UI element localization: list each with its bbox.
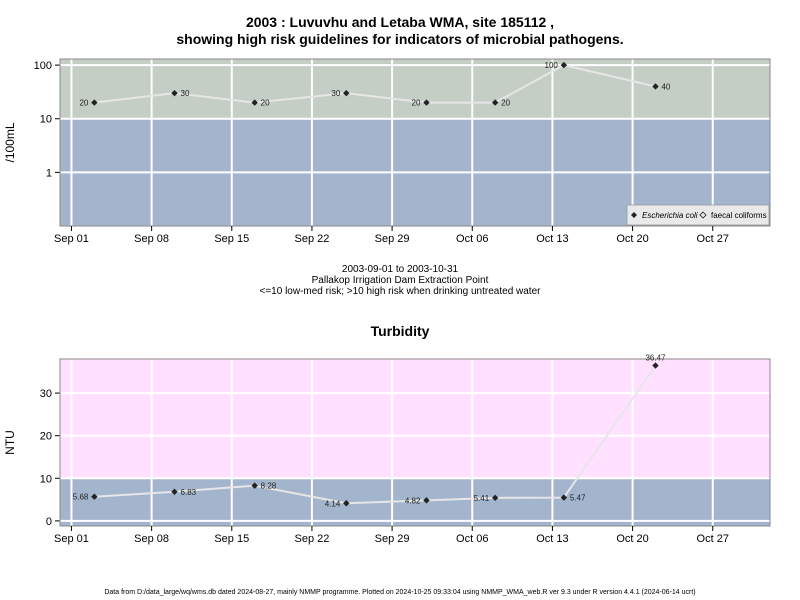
y-tick-label: 30 [40, 388, 52, 400]
legend-box [626, 204, 770, 226]
y-axis-title: /100mL [3, 122, 17, 162]
y-tick-label: 10 [40, 473, 52, 485]
data-label: 6.83 [181, 488, 197, 497]
data-point [91, 99, 98, 106]
data-label: 20 [261, 99, 270, 108]
chart1-title-line1: 2003 : Luvuvhu and Letaba WMA, site 1851… [245, 14, 555, 30]
x-tick-label: Oct 20 [616, 233, 648, 245]
data-label: 4.14 [325, 499, 341, 508]
data-point [343, 89, 350, 97]
caption-site-name: Pallakop Irrigation Dam Extraction Point [311, 275, 489, 286]
x-tick-label: Oct 27 [697, 233, 729, 245]
data-point [251, 99, 258, 106]
data-label: 30 [181, 89, 190, 98]
chart2-title: Turbidity [370, 323, 430, 339]
data-point [171, 89, 178, 97]
data-point [423, 497, 430, 504]
data-point [560, 494, 568, 501]
ecoli-chart: 1 10 100 Sep 01 Sep 08 Sep 15 Sep 22 Sep 29 Oct … [3, 58, 771, 245]
data-label: 8.28 [261, 482, 277, 491]
data-label: 5.41 [474, 494, 490, 503]
data-label: 20 [79, 99, 88, 108]
data-label: 40 [661, 82, 670, 91]
x-tick-label: Sep 15 [214, 233, 249, 245]
x-tick-label: Oct 06 [456, 233, 488, 245]
legend-label-faecal: faecal coliforms [711, 211, 767, 220]
data-label: 5.68 [73, 493, 89, 502]
data-point [91, 493, 98, 500]
y-tick-label: 0 [46, 516, 52, 528]
risk-band [60, 359, 770, 479]
data-point [560, 61, 568, 69]
risk-band [60, 478, 770, 526]
series-line [94, 64, 656, 104]
y-axis-title: NTU [3, 430, 17, 455]
x-tick-label: Sep 15 [214, 533, 249, 545]
x-tick-label: Sep 29 [375, 233, 410, 245]
x-tick-label: Oct 13 [536, 533, 568, 545]
data-point [251, 482, 258, 489]
legend-label-ecoli: Escherichia coli [642, 211, 698, 220]
y-tick-label: 100 [34, 60, 52, 72]
data-label: 30 [331, 89, 340, 98]
data-point [491, 99, 499, 106]
y-tick-label: 20 [40, 431, 52, 443]
x-tick-label: Sep 22 [294, 233, 329, 245]
x-tick-label: Sep 22 [294, 533, 329, 545]
data-point [343, 500, 350, 507]
data-label: 4.82 [405, 496, 421, 505]
x-tick-label: Oct 27 [697, 533, 729, 545]
series-line [94, 364, 657, 505]
turbidity-chart: 0 10 20 30 Sep 01 Sep 08 Sep 15 Sep 22 Sep 29 Oct… [3, 354, 771, 545]
x-tick-label: Sep 01 [54, 533, 89, 545]
x-tick-label: Oct 13 [536, 233, 568, 245]
chart1-title-line2: showing high risk guidelines for indicat… [176, 31, 624, 47]
y-tick-label: 10 [40, 114, 52, 126]
data-point [652, 362, 659, 369]
legend-marker-ecoli [631, 212, 637, 218]
data-label: 36.47 [645, 354, 666, 363]
plot-frame [59, 358, 771, 527]
data-label: 20 [501, 99, 510, 108]
caption-date-range: 2003-09-01 to 2003-10-31 [341, 264, 459, 275]
x-tick-label: Sep 01 [54, 233, 89, 245]
data-label: 20 [412, 99, 421, 108]
data-label: 100 [545, 61, 559, 70]
risk-band [60, 59, 770, 119]
legend: Escherichia coli faecal coliforms [626, 204, 770, 226]
x-tick-label: Oct 20 [616, 533, 648, 545]
y-tick-label: 1 [46, 167, 52, 179]
data-point [423, 99, 430, 106]
data-point [652, 83, 659, 90]
plot-frame [59, 58, 771, 227]
data-point [171, 488, 178, 495]
x-tick-label: Sep 29 [375, 533, 410, 545]
footer-note: Data from D:/data_large/wq/wms.db dated … [104, 589, 696, 596]
x-tick-label: Sep 08 [134, 233, 169, 245]
data-label: 5.47 [570, 494, 586, 503]
x-tick-label: Sep 08 [134, 533, 169, 545]
caption-risk-note: <=10 low-med risk; >10 high risk when dr… [259, 286, 541, 297]
data-point [491, 494, 499, 502]
x-tick-label: Oct 06 [456, 533, 488, 545]
legend-marker-faecal [699, 211, 707, 219]
